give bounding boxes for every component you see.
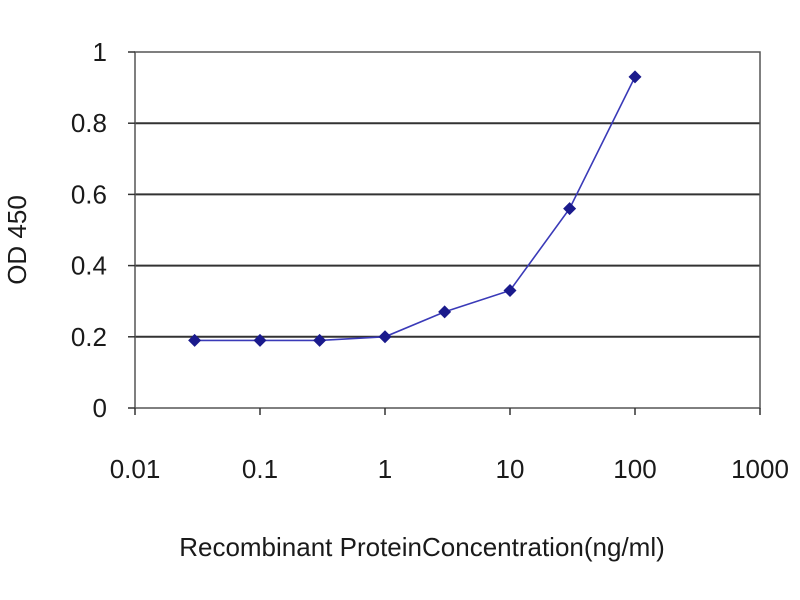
y-axis-title: OD 450 (2, 195, 32, 285)
y-tick-label: 0 (93, 393, 107, 423)
y-tick-label: 0.6 (71, 179, 107, 209)
data-point (438, 305, 452, 319)
series-layer (188, 70, 642, 347)
plot-frame (134, 51, 761, 409)
data-point (503, 284, 517, 298)
x-tick-label: 1000 (731, 454, 789, 484)
data-point (253, 333, 267, 347)
x-tick-label: 0.1 (242, 454, 278, 484)
y-tick-label: 0.4 (71, 251, 107, 281)
data-point (188, 333, 202, 347)
y-tick-label: 0.2 (71, 322, 107, 352)
y-axis-ticks: 0 0.2 0.4 0.6 0.8 1 (71, 37, 135, 423)
x-axis-ticks: 0.01 0.1 1 10 100 1000 (110, 408, 789, 484)
x-tick-label: 100 (613, 454, 656, 484)
gridlines (135, 122, 760, 338)
x-tick-label: 1 (378, 454, 392, 484)
y-tick-label: 1 (93, 37, 107, 67)
data-point (563, 202, 577, 216)
data-point (378, 330, 392, 344)
x-tick-label: 0.01 (110, 454, 161, 484)
series-line (194, 76, 636, 342)
x-tick-label: 10 (496, 454, 525, 484)
y-tick-label: 0.8 (71, 108, 107, 138)
x-axis-title: Recombinant ProteinConcentration(ng/ml) (179, 532, 665, 562)
data-point (628, 70, 642, 84)
data-point (313, 333, 327, 347)
